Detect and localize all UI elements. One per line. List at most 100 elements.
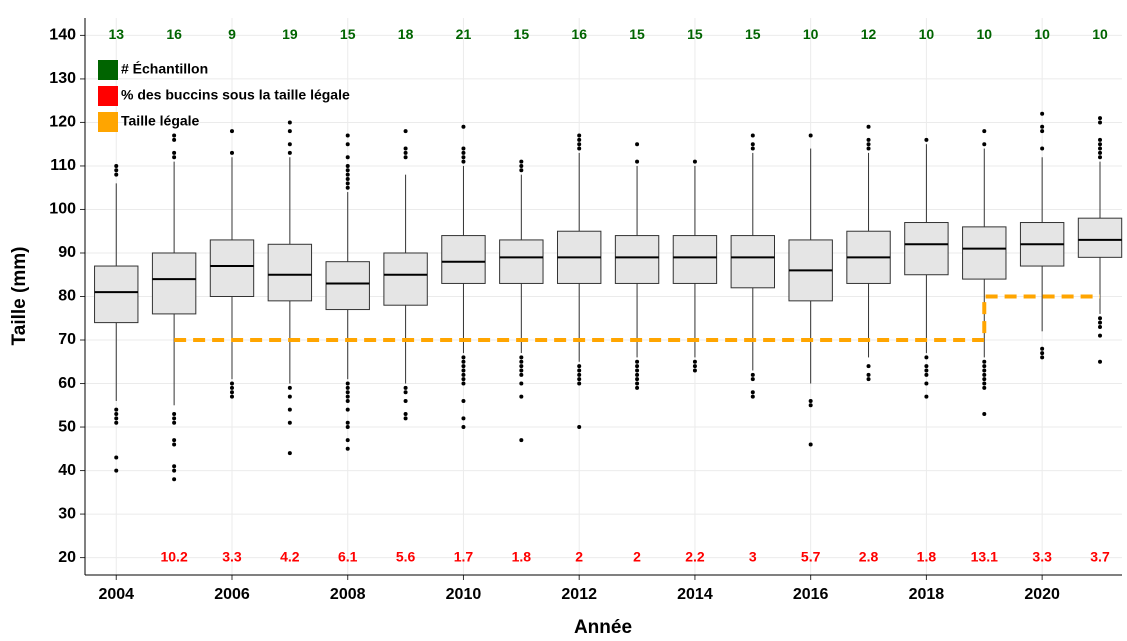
outlier (1040, 351, 1045, 356)
outlier (1040, 111, 1045, 116)
percent-label: 2 (633, 548, 641, 564)
outlier (345, 172, 350, 177)
outlier (750, 390, 755, 395)
outlier (345, 398, 350, 403)
outlier (866, 137, 871, 142)
outlier (519, 163, 524, 168)
outlier (577, 146, 582, 151)
outlier (172, 477, 177, 482)
percent-label: 3 (749, 548, 757, 564)
outlier (114, 468, 119, 473)
box (499, 239, 544, 284)
count-label: 10 (1034, 26, 1050, 42)
outlier (345, 446, 350, 451)
box (151, 252, 197, 315)
outlier (924, 368, 929, 373)
outlier (924, 355, 929, 360)
outlier (635, 364, 640, 369)
count-label: 10 (1092, 26, 1108, 42)
outlier (345, 181, 350, 186)
outlier (982, 359, 987, 364)
box (209, 239, 255, 297)
box (614, 235, 660, 284)
outlier (172, 464, 177, 469)
outlier (1098, 116, 1103, 121)
outlier (519, 394, 524, 399)
y-tick-label: 30 (58, 505, 76, 522)
outlier (172, 468, 177, 473)
outlier (750, 377, 755, 382)
outlier (924, 394, 929, 399)
count-label: 15 (687, 26, 703, 42)
outlier (345, 390, 350, 395)
percent-label: 3.3 (222, 548, 242, 564)
outlier (403, 146, 408, 151)
y-tick-label: 20 (58, 549, 76, 566)
count-label: 12 (861, 26, 877, 42)
percent-label: 2.2 (685, 548, 705, 564)
outlier (345, 385, 350, 390)
outlier (287, 451, 292, 456)
x-tick-label: 2004 (98, 586, 134, 603)
outlier (403, 385, 408, 390)
outlier (635, 142, 640, 147)
outlier (924, 364, 929, 369)
y-tick-label: 60 (58, 375, 76, 392)
outlier (403, 129, 408, 134)
count-label: 10 (803, 26, 819, 42)
outlier (808, 442, 813, 447)
outlier (1040, 124, 1045, 129)
outlier (1098, 146, 1103, 151)
outlier (287, 407, 292, 412)
outlier (461, 146, 466, 151)
outlier (114, 455, 119, 460)
outlier (519, 438, 524, 443)
outlier (635, 159, 640, 164)
outlier (403, 150, 408, 155)
outlier (287, 142, 292, 147)
count-label: 16 (571, 26, 587, 42)
outlier (750, 372, 755, 377)
outlier (114, 168, 119, 173)
count-label: 10 (976, 26, 992, 42)
outlier (345, 438, 350, 443)
outlier (982, 377, 987, 382)
x-tick-label: 2012 (561, 586, 597, 603)
y-tick-label: 120 (49, 114, 76, 131)
box (383, 252, 428, 306)
outlier (635, 377, 640, 382)
x-tick-label: 2006 (214, 586, 250, 603)
count-label: 13 (108, 26, 124, 42)
outlier (461, 372, 466, 377)
outlier (635, 359, 640, 364)
count-label: 19 (282, 26, 298, 42)
outlier (577, 425, 582, 430)
outlier (345, 163, 350, 168)
outlier (114, 420, 119, 425)
outlier (982, 381, 987, 386)
outlier (577, 377, 582, 382)
percent-label: 1.8 (512, 548, 532, 564)
outlier (866, 377, 871, 382)
y-axis-label: Taille (mm) (9, 247, 30, 346)
outlier (172, 420, 177, 425)
y-tick-label: 90 (58, 244, 76, 261)
outlier (635, 385, 640, 390)
outlier (519, 364, 524, 369)
outlier (461, 425, 466, 430)
outlier (172, 416, 177, 421)
outlier (1098, 324, 1103, 329)
outlier (345, 155, 350, 160)
outlier (577, 372, 582, 377)
outlier (229, 385, 234, 390)
outlier (345, 168, 350, 173)
outlier (982, 129, 987, 134)
y-tick-label: 50 (58, 418, 76, 435)
outlier (1040, 355, 1045, 360)
outlier (1098, 320, 1103, 325)
outlier (692, 159, 697, 164)
outlier (1098, 150, 1103, 155)
outlier (1098, 155, 1103, 160)
outlier (461, 381, 466, 386)
outlier (1098, 333, 1103, 338)
